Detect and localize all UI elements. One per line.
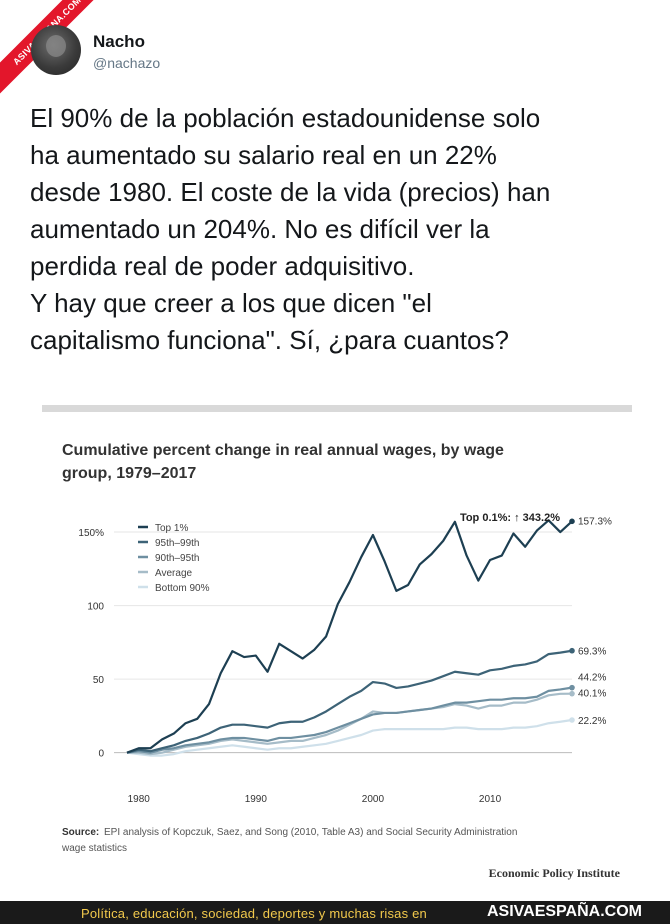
source-label: Source:: [62, 827, 99, 838]
publisher: Economic Policy Institute: [489, 866, 621, 880]
series-endpoint-bottom90: [569, 717, 575, 723]
legend-label-p90_95: 90th–95th: [155, 553, 200, 564]
chart-top-bar: [42, 405, 632, 412]
y-tick-label: 100: [87, 602, 104, 613]
source-text: EPI analysis of Kopczuk, Saez, and Song …: [61, 827, 517, 854]
avatar[interactable]: [31, 25, 81, 75]
end-label-bottom90: 22.2%: [578, 716, 606, 727]
series-endpoint-p90_95: [569, 684, 575, 691]
x-tick-label: 1990: [245, 794, 268, 805]
series-endpoint-p95_99: [569, 647, 575, 654]
user-name[interactable]: Nacho: [93, 32, 145, 51]
chart: 0 50 100 150% 1980 1990 2000 2010 Cumulative pe…: [42, 405, 632, 880]
series-line-bottom90: [126, 718, 573, 757]
series-endpoint-average: [569, 690, 575, 697]
y-tick-label: 0: [98, 749, 104, 760]
end-label-top1: 157.3%: [578, 516, 612, 527]
chart-card: 0 50 100 150% 1980 1990 2000 2010 Cumulative pe…: [42, 405, 632, 885]
end-label-p90_95: 44.2%: [578, 673, 606, 684]
top-0-1-annotation: Top 0.1%: ↑ 343.2%: [460, 512, 560, 524]
footer-bar: Política, educación, sociedad, deportes …: [0, 901, 670, 924]
legend-label-top1: Top 1%: [155, 523, 188, 534]
legend-label-average: Average: [155, 568, 193, 579]
x-tick-label: 1980: [128, 794, 151, 805]
user-handle[interactable]: @nachazo: [93, 55, 161, 71]
footer-tagline: Política, educación, sociedad, deportes …: [81, 906, 427, 921]
chart-title-line: Cumulative percent change in real annual…: [62, 442, 504, 459]
chart-title-line: group, 1979–2017: [62, 465, 196, 482]
x-tick-label: 2000: [362, 794, 385, 805]
end-label-average: 40.1%: [578, 689, 606, 700]
x-tick-label: 2010: [479, 794, 502, 805]
y-tick-label: 150%: [78, 528, 104, 539]
tweet-text: El 90% de la población estadounidense so…: [30, 103, 551, 355]
footer-brand[interactable]: ASIVAESPAÑA.COM: [487, 903, 642, 920]
legend-label-p95_99: 95th–99th: [155, 538, 200, 549]
series-line-average: [127, 692, 573, 756]
legend-label-bottom90: Bottom 90%: [155, 583, 210, 594]
series-line-p90_95: [126, 686, 573, 754]
end-label-p95_99: 69.3%: [578, 647, 606, 658]
y-tick-label: 50: [93, 675, 105, 686]
series-line-p95_99: [126, 649, 573, 754]
series-endpoint-top1: [569, 518, 575, 525]
series-line-top1: [126, 519, 573, 754]
